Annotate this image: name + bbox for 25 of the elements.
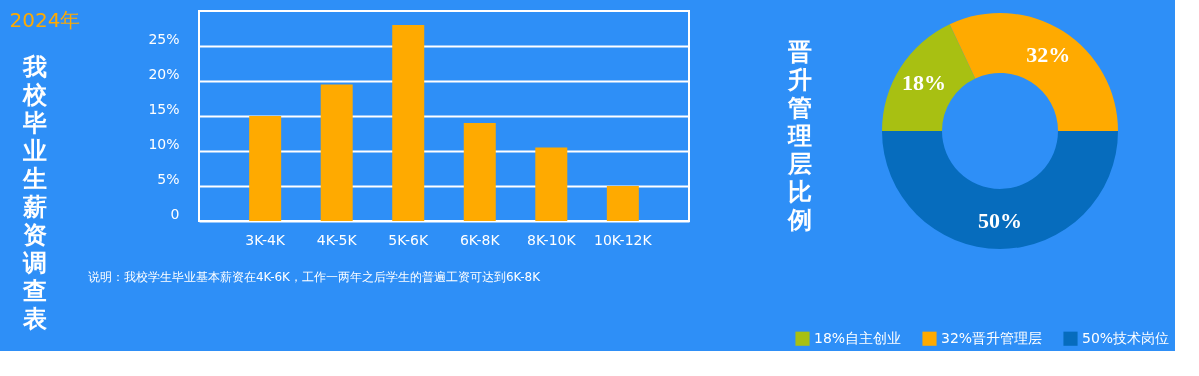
data-label: 32% xyxy=(1026,42,1071,68)
x-tick-label: 10K-12K xyxy=(594,231,653,248)
y-tick-label: 20% xyxy=(148,65,180,82)
y-tick-label: 25% xyxy=(148,30,180,47)
x-tick-label: 3K-4K xyxy=(245,231,286,248)
data-label: 18% xyxy=(902,69,947,95)
y-tick-label: 15% xyxy=(148,100,180,117)
data-label: 50% xyxy=(978,208,1022,233)
y-tick-label: 5% xyxy=(157,170,180,187)
y-tick-label: 10% xyxy=(148,135,180,152)
legend-label: 18%自主创业 xyxy=(814,329,902,346)
donut-slice xyxy=(882,131,1118,249)
donut-slice xyxy=(949,13,1118,131)
legend-label: 50%技术岗位 xyxy=(1082,329,1170,346)
x-tick-label: 6K-8K xyxy=(459,231,501,248)
legend-label: 32%晋升管理层 xyxy=(941,329,1043,346)
x-tick-label: 8K-10K xyxy=(526,231,577,248)
y-tick-label: 0 xyxy=(170,205,180,222)
donut-slice xyxy=(882,24,976,131)
text: 说明：我校学生毕业基本薪资在4K-6K，工作一两年之后学生的普遍工资可达到6K-8K xyxy=(87,270,542,284)
chart-subtitle: 2024年 xyxy=(9,8,81,32)
x-tick-label: 5K-6K xyxy=(388,231,429,248)
x-tick-label: 4K-5K xyxy=(316,231,358,248)
chart-title: 我校毕业生薪资调查表 xyxy=(23,54,47,332)
text: 晋升管理层比例 xyxy=(787,39,812,233)
